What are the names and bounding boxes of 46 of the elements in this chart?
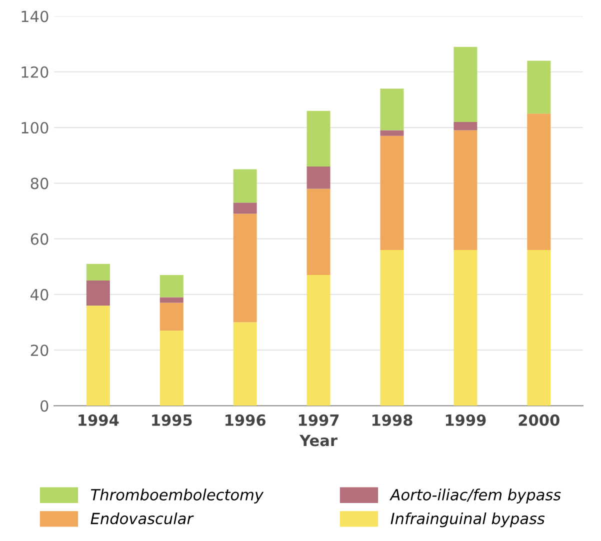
x-axis-title: Year	[299, 434, 338, 446]
bar	[527, 60, 551, 114]
bar	[306, 188, 330, 275]
bar	[233, 202, 257, 214]
bar	[454, 46, 478, 122]
bar	[380, 250, 404, 406]
bar	[454, 122, 478, 130]
bar	[380, 88, 404, 130]
bar	[233, 322, 257, 406]
bar	[160, 297, 184, 303]
legend-label: Endovascular	[90, 512, 194, 524]
x-tick-label: 1999	[446, 414, 486, 426]
bar	[380, 136, 404, 250]
x-tick-label: 1995	[152, 414, 192, 426]
bar	[527, 114, 551, 250]
y-tick-label: 20	[30, 344, 48, 356]
bar	[454, 130, 478, 250]
y-tick-label: 80	[30, 178, 48, 190]
x-tick-label: 1996	[226, 414, 266, 426]
legend-label: Thromboembolectomy	[90, 488, 264, 504]
bar	[380, 130, 404, 136]
bar	[306, 274, 330, 406]
bar	[86, 264, 110, 281]
bar	[160, 274, 184, 298]
legend-label: Aorto-iliac/fem bypass	[389, 488, 561, 504]
bar	[233, 214, 257, 322]
x-tick-label: 2000	[518, 414, 560, 426]
bar	[306, 166, 330, 189]
y-tick-label: 60	[30, 233, 48, 245]
x-tick-label: 1994	[78, 414, 119, 426]
bar	[527, 250, 551, 406]
bar	[233, 169, 257, 203]
y-tick-label: 120	[22, 66, 48, 78]
y-tick-label: 0	[40, 400, 48, 412]
legend-label: Infrainguinal bypass	[390, 512, 545, 528]
x-tick-label: 1997	[298, 414, 339, 426]
bar	[86, 280, 110, 306]
bar	[454, 250, 478, 406]
y-tick-label: 140	[22, 10, 48, 22]
x-tick-label: 1998	[372, 414, 412, 426]
y-tick-label: 100	[22, 122, 48, 134]
y-tick-label: 40	[30, 288, 48, 300]
bar	[306, 110, 330, 166]
bar	[160, 302, 184, 331]
bar	[160, 330, 184, 406]
bar	[86, 306, 110, 406]
